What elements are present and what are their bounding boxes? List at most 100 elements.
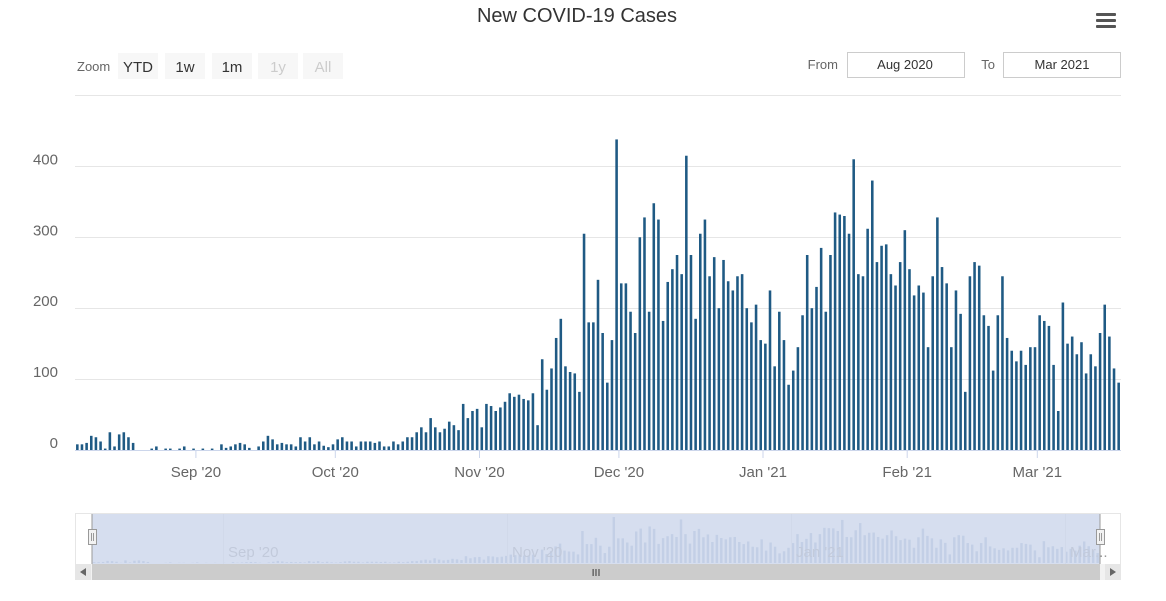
to-label: To [981,57,995,72]
bar [861,276,865,450]
bar [694,318,697,450]
bar [977,265,981,450]
bar [354,446,358,450]
to-date-input[interactable]: Mar 2021 [1003,52,1121,78]
bar [675,255,679,450]
bar [652,203,656,450]
bar [373,442,377,450]
bar [745,308,749,450]
bar [285,444,288,450]
bar [666,281,670,450]
bar [489,406,493,450]
bar [94,437,98,450]
bar [810,308,814,450]
bar [401,441,405,450]
bar [671,269,674,450]
bar [596,279,600,450]
zoom-button-ytd[interactable]: YTD [118,53,158,79]
bar [76,444,79,450]
zoom-button-all: All [303,53,343,79]
zoom-button-1w-label: 1w [175,59,194,76]
bar [740,274,744,450]
bar [443,428,446,450]
bar [536,425,539,450]
bar [578,391,581,450]
bar [703,219,707,450]
x-tick-label: Nov '20 [454,464,504,481]
bar [685,155,688,451]
bar [606,382,609,450]
navigator-selection-mask[interactable] [92,514,1100,564]
zoom-button-1m[interactable]: 1m [212,53,252,79]
bar [266,435,270,450]
bar [987,325,990,450]
bar [931,276,934,450]
bar [573,373,577,450]
bar [1094,366,1097,450]
bar [959,313,962,450]
bar [503,401,507,450]
bar [917,285,921,450]
navigator-left-handle[interactable] [88,529,97,545]
bar [815,286,818,450]
scroll-right-button[interactable] [1105,564,1121,580]
bar [973,262,976,450]
scrollbar[interactable]: III [75,564,1121,580]
bar [624,283,628,450]
bar [127,437,130,450]
bar [517,394,521,450]
navigator-right-handle[interactable] [1096,529,1105,545]
bar [1098,333,1102,450]
bar [103,448,107,450]
x-tick-label: Jan '21 [739,464,787,481]
bar [889,274,893,450]
bar [615,139,618,451]
bar [950,347,953,450]
bar [201,448,205,450]
from-label: From [808,57,838,72]
bar [466,418,470,450]
bar [833,212,837,450]
bar [726,281,730,450]
bar [926,347,930,450]
zoom-button-1w[interactable]: 1w [165,53,205,79]
bar [508,393,511,450]
bar [764,343,767,450]
bar [787,384,790,450]
y-tick-label: 0 [50,435,58,452]
bar [940,267,944,450]
bar [327,447,330,450]
bar [540,359,544,450]
bar [513,396,516,450]
bar [963,391,967,450]
bar [750,322,753,450]
bar [722,259,725,450]
bar [336,439,339,450]
bar [1015,361,1018,450]
bar [396,444,400,450]
bar [1052,364,1055,450]
bar [908,269,911,450]
bar [796,347,800,450]
bar [550,368,553,450]
bar [936,217,939,450]
x-tick-label: Sep '20 [171,464,221,481]
bar [954,290,958,450]
bar [164,448,167,450]
hamburger-menu-icon[interactable] [1095,11,1117,31]
bar [768,290,772,450]
bar [345,441,349,450]
bar [271,439,274,450]
scroll-left-button[interactable] [75,564,91,580]
bar [638,237,642,450]
scrollbar-thumb[interactable] [92,564,1100,580]
bar [903,230,907,450]
bar [234,444,237,450]
from-date-input[interactable]: Aug 2020 [847,52,965,78]
bar [475,408,479,450]
bar [155,446,158,450]
bar [169,448,172,450]
bar [122,432,126,450]
bar [801,315,804,450]
bar [712,257,716,450]
